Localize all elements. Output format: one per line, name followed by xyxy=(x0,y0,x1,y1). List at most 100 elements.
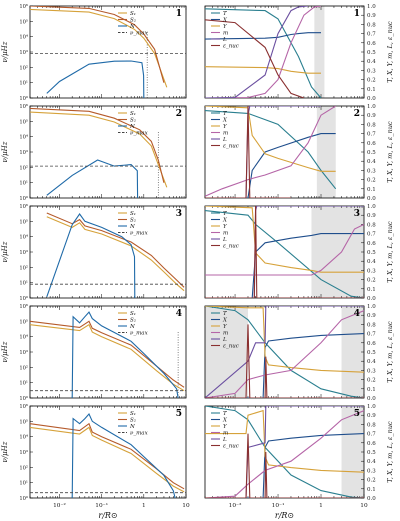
series-line-T xyxy=(205,406,364,498)
series-group xyxy=(205,106,337,198)
y-tick-label: 0.4 xyxy=(367,459,376,465)
y-tick-label: 1.0 xyxy=(367,104,376,110)
legend-label: S₁ xyxy=(130,411,136,417)
series-line-S₁ xyxy=(30,111,168,188)
panel-right-5: 0.0 0.1 0.2 0.3 0.4 0.5 0.6 0.7 0.8 0.9 1.0 TXYmLε_… xyxy=(204,404,394,520)
y-tick-label: 10¹ xyxy=(19,81,28,87)
legend-label: ε_nuc xyxy=(223,144,239,150)
y-axis-label: T, X, Y, m, L, ε_nuc xyxy=(386,121,394,183)
panel-number: 2 xyxy=(176,109,182,119)
y-tick-label: 10⁵ xyxy=(19,419,28,425)
y-tick-label: 1.0 xyxy=(367,304,376,310)
panel-right-3: 0.0 0.1 0.2 0.3 0.4 0.5 0.6 0.7 0.8 0.9 1.0 TXYmLε_… xyxy=(204,204,394,302)
y-tick-label: 0.1 xyxy=(367,187,376,193)
series-line-m xyxy=(205,106,336,197)
series-group xyxy=(205,306,364,398)
series-line-X xyxy=(205,333,364,398)
y-tick-label: 0.5 xyxy=(367,450,376,456)
y-tick-label: 10⁵ xyxy=(19,19,28,25)
series-group xyxy=(30,6,186,98)
y-tick-label: 0.8 xyxy=(367,422,376,428)
y-tick-label: 0.4 xyxy=(367,59,376,65)
series-line-T xyxy=(205,110,337,190)
series-line-S₁ xyxy=(30,323,185,392)
y-tick-label: 0.1 xyxy=(367,387,376,393)
y-tick-label: 0.0 xyxy=(367,396,376,402)
series-group xyxy=(205,206,364,298)
legend-label: T xyxy=(223,211,227,217)
legend-label: T xyxy=(223,111,227,117)
series-line-S₂ xyxy=(30,6,165,83)
y-tick-label: 0.6 xyxy=(367,441,376,447)
legend-label: L xyxy=(222,337,227,343)
legend-label: ε_nuc xyxy=(223,344,239,350)
y-axis-label: ν/μHz xyxy=(1,141,9,162)
series-group xyxy=(30,212,186,298)
series-line-L xyxy=(205,306,364,398)
y-tick-label: 0.5 xyxy=(367,250,376,256)
y-tick-label: 0.6 xyxy=(367,341,376,347)
y-axis-label: T, X, Y, m, L, ε_nuc xyxy=(386,321,394,383)
y-tick-label: 0.8 xyxy=(367,22,376,28)
legend-label: Y xyxy=(223,424,228,430)
y-tick-label: 0.1 xyxy=(367,287,376,293)
y-axis-label: ν/μHz xyxy=(1,41,9,62)
series-line-Y xyxy=(205,66,321,74)
series-line-N xyxy=(71,311,179,398)
series-line-S₂ xyxy=(46,212,185,288)
series-line-L xyxy=(205,6,309,98)
series-line-T xyxy=(205,306,364,398)
x-tick-label: 10 xyxy=(360,503,368,509)
legend-label: T xyxy=(223,11,227,17)
y-tick-label: 10³ xyxy=(19,450,28,456)
legend-label: N xyxy=(129,424,135,430)
series-line-ε_nuc xyxy=(205,19,305,98)
y-tick-label: 0.1 xyxy=(367,87,376,93)
legend-label: X xyxy=(222,218,228,224)
y-tick-label: 0.9 xyxy=(367,413,376,419)
panel-frame xyxy=(29,405,187,499)
series-line-S₂ xyxy=(30,422,185,490)
y-tick-label: 10³ xyxy=(19,150,28,156)
y-tick-label: 0.2 xyxy=(367,478,376,484)
y-tick-label: 10¹ xyxy=(19,181,28,187)
y-tick-label: 0.7 xyxy=(367,432,376,438)
shaded-region xyxy=(311,206,364,298)
series-line-Y xyxy=(205,409,364,473)
series-line-ε_nuc xyxy=(205,106,291,198)
y-tick-label: 10³ xyxy=(19,250,28,256)
y-tick-label: 0.2 xyxy=(367,178,376,184)
series-line-T xyxy=(205,8,322,98)
y-tick-label: 10⁶ xyxy=(19,404,28,410)
series-group xyxy=(30,413,186,498)
series-line-ε_nuc xyxy=(205,433,364,498)
series-line-m xyxy=(205,410,364,498)
panel-number: 1 xyxy=(176,9,182,19)
legend-label: Y xyxy=(223,324,228,330)
y-axis-label: ν/μHz xyxy=(1,341,9,362)
y-tick-label: 10⁰ xyxy=(19,196,28,202)
y-tick-label: 10⁶ xyxy=(19,204,28,210)
legend-label: m xyxy=(223,31,228,37)
y-tick-label: 10² xyxy=(19,65,28,71)
y-tick-label: 0.8 xyxy=(367,222,376,228)
y-tick-label: 10⁶ xyxy=(19,304,28,310)
x-tick-label: 1 xyxy=(142,503,146,509)
y-tick-label: 10³ xyxy=(19,350,28,356)
legend-label: X xyxy=(222,18,228,24)
legend-label: ν_max xyxy=(130,131,149,137)
series-group xyxy=(30,311,186,398)
legend-label: Y xyxy=(223,224,228,230)
y-tick-label: 10² xyxy=(19,265,28,271)
y-tick-label: 0.2 xyxy=(367,278,376,284)
series-line-S₂ xyxy=(30,320,185,388)
y-tick-label: 0.5 xyxy=(367,350,376,356)
panel-right-2: 0.0 0.1 0.2 0.3 0.4 0.5 0.6 0.7 0.8 0.9 1.0 TXYmLε_… xyxy=(204,104,394,202)
series-group xyxy=(205,6,322,98)
y-tick-label: 10⁰ xyxy=(19,296,28,302)
y-tick-label: 10⁰ xyxy=(19,496,28,502)
y-tick-label: 0.3 xyxy=(367,368,376,374)
legend-label: L xyxy=(222,437,227,443)
y-tick-label: 10⁴ xyxy=(19,35,28,41)
